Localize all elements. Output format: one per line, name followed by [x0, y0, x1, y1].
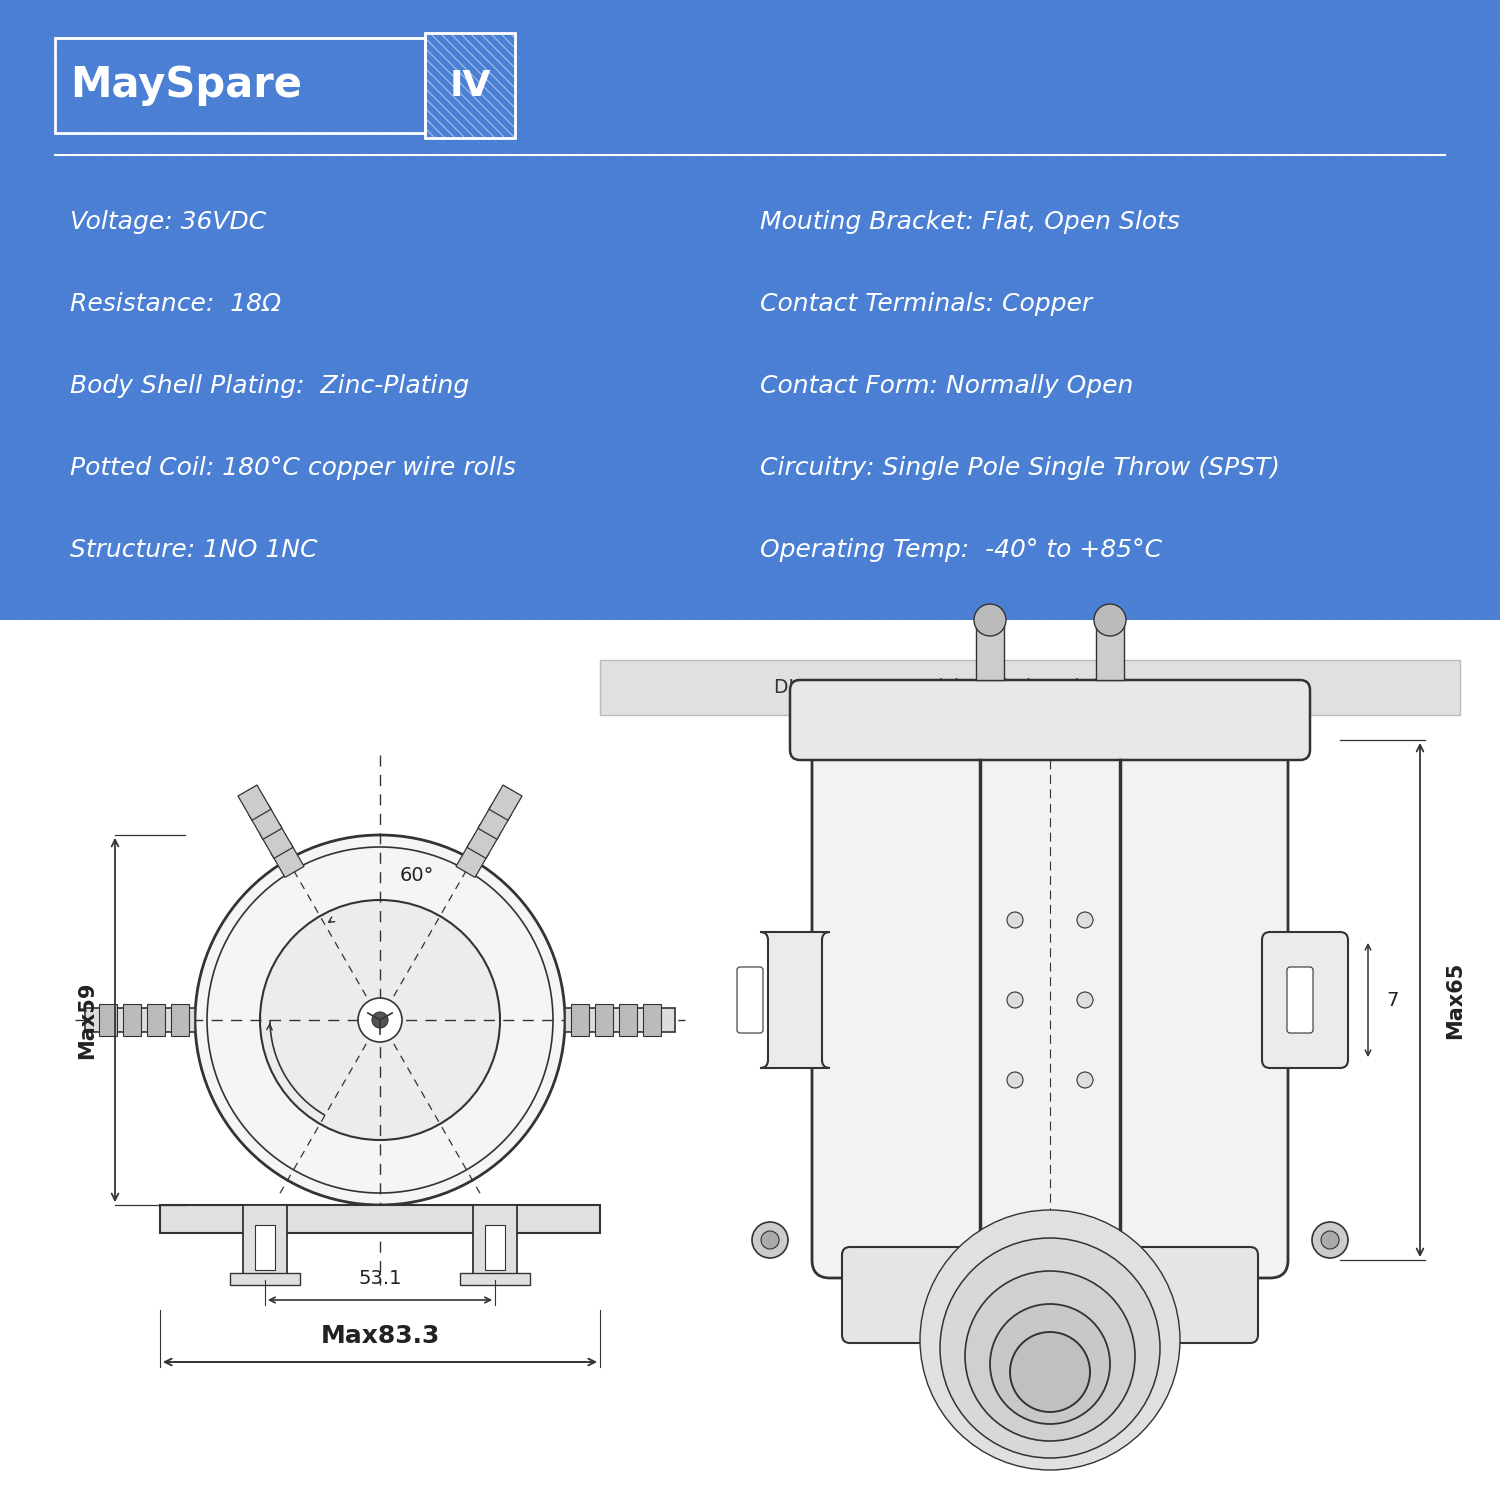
- Bar: [123, 1004, 141, 1036]
- Bar: [99, 1004, 117, 1036]
- FancyBboxPatch shape: [812, 722, 1288, 1278]
- Bar: [566, 1008, 675, 1032]
- Text: Potted Coil: 180°C copper wire rolls: Potted Coil: 180°C copper wire rolls: [70, 456, 516, 480]
- FancyBboxPatch shape: [842, 1246, 1258, 1342]
- Polygon shape: [260, 824, 292, 858]
- Polygon shape: [238, 784, 272, 820]
- FancyBboxPatch shape: [1287, 968, 1312, 1034]
- Text: Mouting Bracket: Flat, Open Slots: Mouting Bracket: Flat, Open Slots: [760, 210, 1180, 234]
- Circle shape: [920, 1210, 1180, 1470]
- Text: Contact Form: Normally Open: Contact Form: Normally Open: [760, 374, 1134, 398]
- Text: Contact Terminals: Copper: Contact Terminals: Copper: [760, 292, 1092, 316]
- Text: 7: 7: [1386, 990, 1398, 1010]
- Bar: [596, 1004, 613, 1036]
- Circle shape: [990, 1304, 1110, 1424]
- Text: Resistance:  18Ω: Resistance: 18Ω: [70, 292, 280, 316]
- Circle shape: [964, 1270, 1136, 1442]
- Circle shape: [940, 1238, 1160, 1458]
- Bar: [472, 1204, 518, 1280]
- Bar: [160, 1204, 600, 1233]
- FancyBboxPatch shape: [760, 932, 830, 1068]
- Circle shape: [1007, 912, 1023, 928]
- FancyBboxPatch shape: [790, 680, 1310, 760]
- Text: Structure: 1NO 1NC: Structure: 1NO 1NC: [70, 538, 318, 562]
- Circle shape: [752, 1222, 788, 1258]
- Text: DIMENSIONS: 3.3(L)*2.6(W)*2.3(H) in/  83.8*65*59mm: DIMENSIONS: 3.3(L)*2.6(W)*2.3(H) in/ 83.…: [774, 678, 1287, 696]
- Bar: [255, 1226, 274, 1270]
- Bar: [460, 1274, 530, 1286]
- Circle shape: [1007, 1072, 1023, 1088]
- Text: MaySpare: MaySpare: [70, 64, 302, 106]
- Text: IV: IV: [450, 69, 491, 102]
- Circle shape: [1007, 992, 1023, 1008]
- Bar: [484, 1226, 506, 1270]
- Circle shape: [1312, 1222, 1348, 1258]
- Text: 53.1: 53.1: [358, 1269, 402, 1288]
- Circle shape: [1322, 1232, 1340, 1250]
- Bar: [230, 1274, 300, 1286]
- Bar: [976, 626, 1004, 680]
- Bar: [0, 0, 1500, 620]
- Bar: [86, 1008, 195, 1032]
- Circle shape: [1077, 992, 1094, 1008]
- Bar: [600, 660, 1460, 716]
- Text: Body Shell Plating:  Zinc-Plating: Body Shell Plating: Zinc-Plating: [70, 374, 470, 398]
- Text: Voltage: 36VDC: Voltage: 36VDC: [70, 210, 267, 234]
- Polygon shape: [478, 804, 512, 840]
- Circle shape: [760, 1232, 778, 1250]
- Bar: [424, 33, 514, 138]
- FancyBboxPatch shape: [736, 968, 764, 1034]
- Circle shape: [1010, 1332, 1090, 1412]
- Text: Circuitry: Single Pole Single Throw (SPST): Circuitry: Single Pole Single Throw (SPS…: [760, 456, 1280, 480]
- FancyBboxPatch shape: [1262, 932, 1348, 1068]
- Circle shape: [974, 604, 1006, 636]
- Text: Max65: Max65: [1444, 962, 1466, 1038]
- Polygon shape: [249, 804, 282, 840]
- Text: Max83.3: Max83.3: [321, 1324, 440, 1348]
- Text: Operating Temp:  -40° to +85°C: Operating Temp: -40° to +85°C: [760, 538, 1162, 562]
- Circle shape: [1077, 912, 1094, 928]
- Polygon shape: [489, 784, 522, 820]
- Text: Max59: Max59: [76, 981, 98, 1059]
- Bar: [243, 1204, 286, 1280]
- Bar: [0, 620, 1500, 1500]
- Bar: [620, 1004, 638, 1036]
- Bar: [644, 1004, 662, 1036]
- Bar: [171, 1004, 189, 1036]
- Circle shape: [1077, 1072, 1094, 1088]
- Bar: [56, 38, 424, 134]
- Polygon shape: [272, 842, 304, 878]
- Bar: [147, 1004, 165, 1036]
- Circle shape: [372, 1013, 388, 1028]
- Circle shape: [1094, 604, 1126, 636]
- Circle shape: [260, 900, 500, 1140]
- Polygon shape: [466, 824, 500, 858]
- Circle shape: [195, 836, 566, 1204]
- Polygon shape: [456, 842, 489, 878]
- Bar: [1096, 626, 1124, 680]
- Bar: [572, 1004, 590, 1036]
- Text: 60°: 60°: [400, 865, 435, 885]
- Circle shape: [358, 998, 402, 1042]
